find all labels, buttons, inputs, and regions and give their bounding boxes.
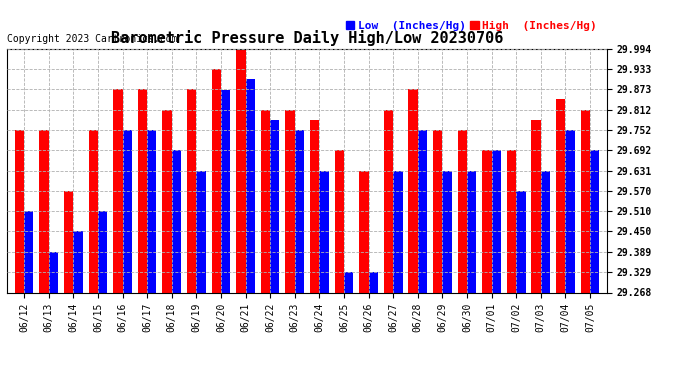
Bar [565, 130, 575, 292]
Bar [295, 130, 304, 292]
Bar [482, 150, 491, 292]
Bar [393, 171, 402, 292]
Bar [335, 150, 344, 292]
Bar [344, 272, 353, 292]
Bar [556, 99, 565, 292]
Bar [221, 90, 230, 292]
Bar [270, 120, 279, 292]
Bar [246, 79, 255, 292]
Bar [368, 272, 378, 292]
Bar [516, 191, 526, 292]
Bar [319, 171, 328, 292]
Bar [457, 130, 467, 292]
Bar [590, 150, 600, 292]
Bar [64, 191, 73, 292]
Bar [162, 110, 172, 292]
Bar [261, 110, 270, 292]
Title: Barometric Pressure Daily High/Low 20230706: Barometric Pressure Daily High/Low 20230… [111, 30, 503, 46]
Bar [88, 130, 98, 292]
Bar [49, 252, 58, 292]
Bar [417, 130, 427, 292]
Bar [433, 130, 442, 292]
Bar [172, 150, 181, 292]
Bar [98, 211, 107, 292]
Bar [236, 49, 246, 292]
Bar [442, 171, 452, 292]
Text: Copyright 2023 Cartronics.com: Copyright 2023 Cartronics.com [7, 34, 177, 44]
Bar [531, 120, 541, 292]
Bar [73, 231, 83, 292]
Bar [39, 130, 49, 292]
Bar [541, 171, 550, 292]
Bar [113, 89, 123, 292]
Bar [491, 150, 501, 292]
Bar [580, 110, 590, 292]
Bar [310, 120, 319, 292]
Bar [384, 110, 393, 292]
Bar [138, 89, 147, 292]
Legend: Low  (Inches/Hg), High  (Inches/Hg): Low (Inches/Hg), High (Inches/Hg) [341, 16, 602, 36]
Bar [467, 171, 476, 292]
Bar [24, 211, 34, 292]
Bar [507, 150, 516, 292]
Bar [286, 110, 295, 292]
Bar [197, 171, 206, 292]
Bar [123, 130, 132, 292]
Bar [212, 69, 221, 292]
Bar [147, 130, 157, 292]
Bar [14, 130, 24, 292]
Bar [408, 89, 417, 292]
Bar [359, 171, 368, 292]
Bar [187, 89, 197, 292]
